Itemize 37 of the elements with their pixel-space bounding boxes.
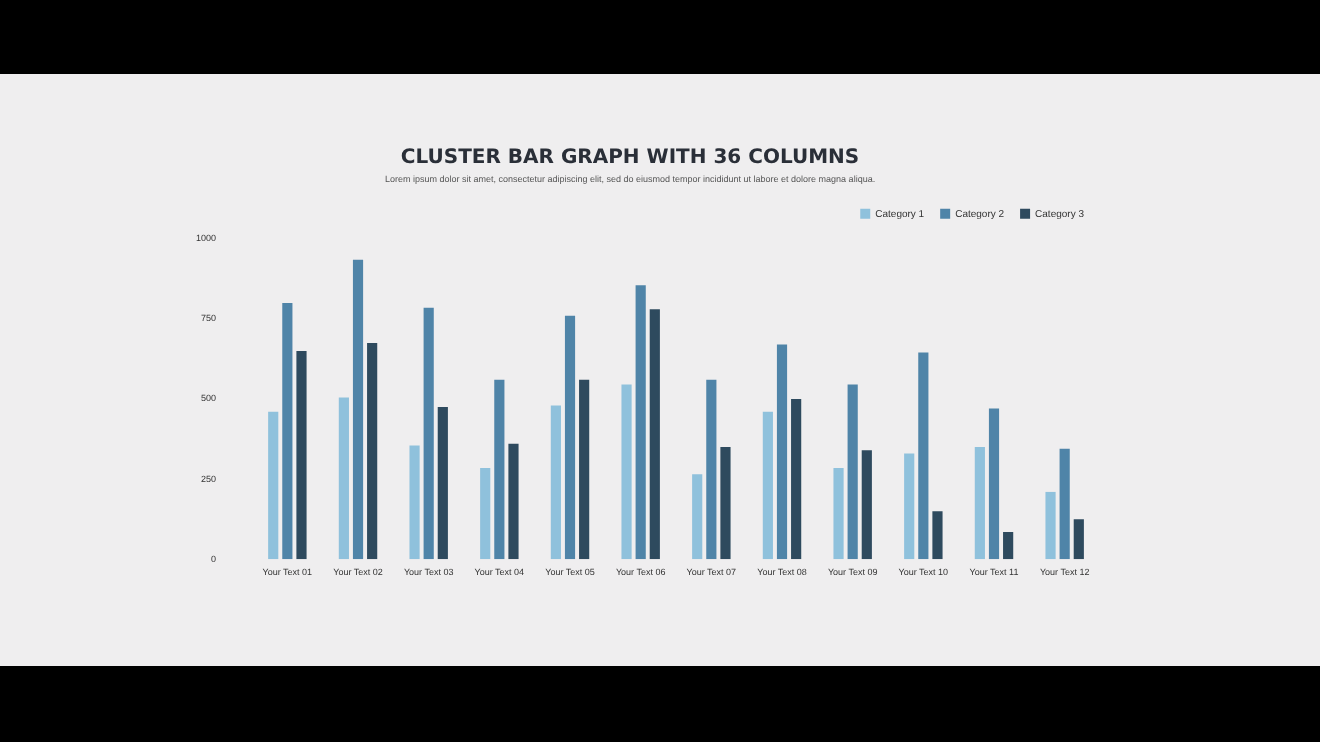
bar: [932, 511, 943, 560]
bar: [409, 445, 420, 560]
bar: [776, 344, 788, 560]
bar: [833, 467, 844, 560]
bar: [649, 309, 660, 560]
bar: [423, 307, 434, 560]
bar: [564, 315, 576, 560]
bar: [367, 342, 378, 560]
bar: [268, 411, 279, 560]
bar: [296, 350, 307, 560]
bar: [974, 447, 985, 560]
bar: [508, 443, 519, 560]
bar: [480, 467, 491, 560]
bar: [692, 474, 703, 560]
bar: [762, 411, 773, 560]
bar: [1073, 519, 1084, 560]
bar: [918, 352, 929, 560]
bar: [579, 379, 590, 560]
bar: [1059, 448, 1070, 560]
bar: [861, 450, 872, 560]
bar: [338, 397, 349, 560]
chart-title: CLUSTER BAR GRAPH WITH 36 COLUMNS: [400, 147, 860, 170]
bar: [494, 379, 505, 560]
bar: [621, 384, 632, 560]
bar: [1003, 531, 1014, 560]
bar: [904, 453, 915, 560]
bar: [437, 407, 448, 560]
bar: [1045, 491, 1056, 560]
bar: [847, 384, 858, 560]
bar: [550, 405, 561, 560]
bar: [352, 259, 364, 560]
bar: [988, 408, 1000, 560]
bar: [282, 302, 293, 560]
bar: [635, 285, 646, 560]
bar: [706, 379, 717, 560]
bar: [720, 447, 731, 560]
bar: [791, 399, 802, 560]
